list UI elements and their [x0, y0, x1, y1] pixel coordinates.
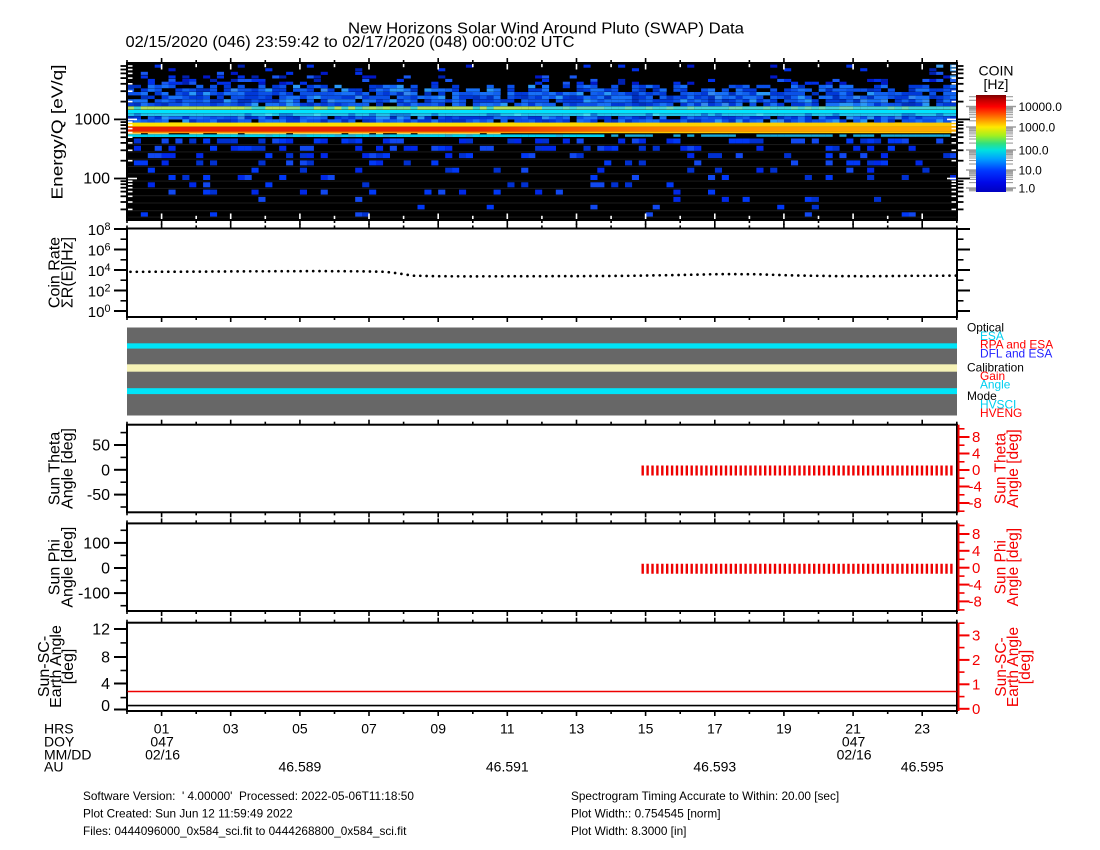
svg-text:Spectrogram Timing Accurate to: Spectrogram Timing Accurate to Within: 2… — [571, 789, 839, 803]
svg-text:17: 17 — [707, 721, 723, 737]
svg-text:Sun Phi: Sun Phi — [47, 539, 64, 595]
svg-text:Earth Angle: Earth Angle — [48, 625, 65, 708]
svg-text:21: 21 — [845, 721, 861, 737]
svg-text:HVENG: HVENG — [980, 406, 1022, 420]
svg-text:11: 11 — [500, 721, 515, 737]
svg-text:-50: -50 — [87, 487, 110, 504]
svg-text:Angle [deg]: Angle [deg] — [60, 428, 77, 509]
svg-text:DFL and ESA: DFL and ESA — [980, 346, 1052, 360]
svg-text:1.0: 1.0 — [1019, 181, 1036, 195]
svg-text:[deg]: [deg] — [60, 649, 77, 685]
svg-text:50: 50 — [92, 438, 110, 455]
svg-text:Optical: Optical — [967, 321, 1004, 335]
svg-text:Angle [deg]: Angle [deg] — [60, 527, 77, 608]
svg-text:COIN: COIN — [979, 63, 1014, 79]
svg-text:4: 4 — [972, 446, 980, 463]
svg-text:047: 047 — [150, 734, 174, 750]
svg-text:12: 12 — [92, 622, 110, 639]
svg-text:HVSCI: HVSCI — [980, 398, 1016, 412]
svg-text:100: 100 — [83, 535, 110, 552]
svg-text:Software Version: ' 4.00000': Software Version: ' 4.00000' Processed: … — [83, 789, 414, 803]
svg-text:1000.0: 1000.0 — [1019, 120, 1056, 134]
svg-text:Plot Width:: 0.754545 [norm]: Plot Width:: 0.754545 [norm] — [571, 806, 721, 820]
svg-text:0: 0 — [101, 462, 110, 479]
svg-text:02/16: 02/16 — [837, 747, 872, 763]
svg-text:ESA: ESA — [980, 329, 1004, 343]
svg-text:-4: -4 — [969, 577, 982, 594]
svg-text:RPA and ESA: RPA and ESA — [980, 338, 1053, 352]
svg-text:Sun-SC-: Sun-SC- — [36, 636, 53, 697]
svg-text:Angle: Angle — [980, 378, 1011, 392]
svg-text:02/16: 02/16 — [145, 747, 180, 763]
svg-text:Sun Phi: Sun Phi — [993, 540, 1010, 594]
svg-text:Sun Theta: Sun Theta — [47, 432, 64, 506]
svg-text:Plot Created: Sun Jun 12 11:59: Plot Created: Sun Jun 12 11:59:49 2022 — [83, 806, 293, 820]
svg-text:Gain: Gain — [980, 369, 1005, 383]
svg-text:10.0: 10.0 — [1019, 163, 1043, 177]
svg-text:46.595: 46.595 — [901, 759, 944, 775]
svg-text:100: 100 — [83, 171, 110, 188]
svg-text:46.593: 46.593 — [693, 759, 736, 775]
svg-text:Files: 0444096000_0x584_sci.fi: Files: 0444096000_0x584_sci.fit to 04442… — [83, 824, 407, 838]
svg-text:0: 0 — [972, 462, 980, 479]
svg-text:Angle [deg]: Angle [deg] — [1005, 429, 1022, 507]
svg-text:AU: AU — [44, 759, 63, 775]
svg-text:23: 23 — [914, 721, 930, 737]
svg-text:047: 047 — [842, 734, 866, 750]
svg-text:Angle [deg]: Angle [deg] — [1005, 528, 1022, 606]
svg-text:[deg]: [deg] — [1017, 650, 1034, 684]
svg-text:New Horizons Solar Wind Around: New Horizons Solar Wind Around Pluto (SW… — [348, 21, 744, 38]
svg-text:8: 8 — [972, 429, 980, 446]
svg-text:02/15/2020 (046) 23:59:42 to 0: 02/15/2020 (046) 23:59:42 to 02/17/2020 … — [126, 34, 575, 51]
svg-text:4: 4 — [972, 543, 980, 560]
svg-text:Calibration: Calibration — [967, 361, 1024, 375]
svg-text:0: 0 — [101, 561, 110, 578]
svg-text:-8: -8 — [969, 594, 982, 611]
svg-text:Sun-SC-: Sun-SC- — [993, 637, 1010, 696]
svg-text:Earth Angle: Earth Angle — [1005, 627, 1022, 707]
svg-text:2: 2 — [972, 652, 980, 669]
svg-text:8: 8 — [972, 526, 980, 543]
svg-text:-4: -4 — [969, 479, 982, 496]
svg-text:[Hz]: [Hz] — [984, 76, 1009, 92]
svg-text:-100: -100 — [78, 586, 110, 603]
svg-text:13: 13 — [569, 721, 585, 737]
svg-text:0: 0 — [972, 560, 980, 577]
svg-text:01: 01 — [154, 721, 170, 737]
svg-text:Mode: Mode — [967, 389, 997, 403]
svg-text:-8: -8 — [969, 495, 982, 512]
svg-text:Coin Rate: Coin Rate — [47, 237, 64, 308]
svg-text:HRS: HRS — [44, 721, 74, 737]
svg-text:Plot Width: 8.3000 [in]: Plot Width: 8.3000 [in] — [571, 824, 686, 838]
svg-text:03: 03 — [223, 721, 239, 737]
svg-text:0: 0 — [972, 701, 980, 718]
svg-text:07: 07 — [361, 721, 377, 737]
svg-text:3: 3 — [972, 628, 980, 645]
svg-text:Energy/Q [eV/q]: Energy/Q [eV/q] — [50, 65, 67, 200]
svg-text:10000.0: 10000.0 — [1019, 100, 1063, 114]
svg-text:Sun Theta: Sun Theta — [993, 433, 1010, 505]
svg-text:ΣR(E)[Hz]: ΣR(E)[Hz] — [60, 237, 77, 308]
svg-text:MM/DD: MM/DD — [44, 747, 91, 763]
svg-text:8: 8 — [101, 650, 110, 667]
svg-text:4: 4 — [101, 676, 110, 693]
svg-text:09: 09 — [430, 721, 446, 737]
svg-text:05: 05 — [292, 721, 308, 737]
svg-text:1000: 1000 — [74, 112, 110, 129]
svg-text:DOY: DOY — [44, 734, 75, 750]
svg-text:1: 1 — [972, 677, 980, 694]
svg-text:100.0: 100.0 — [1019, 143, 1049, 157]
svg-text:46.591: 46.591 — [486, 759, 529, 775]
svg-text:46.589: 46.589 — [278, 759, 321, 775]
svg-text:19: 19 — [776, 721, 792, 737]
svg-text:15: 15 — [638, 721, 654, 737]
svg-text:0: 0 — [101, 698, 110, 715]
